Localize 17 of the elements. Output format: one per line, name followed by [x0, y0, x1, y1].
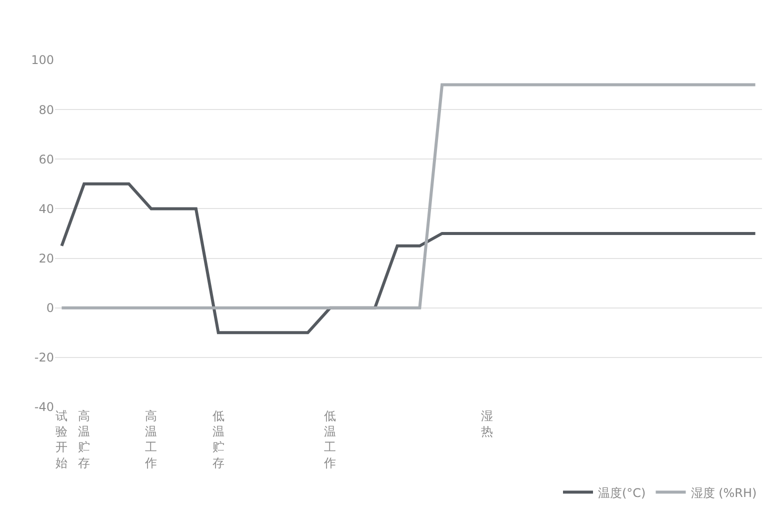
y-tick-label: -40 — [34, 400, 54, 414]
y-tick-label: -20 — [34, 350, 54, 365]
x-tick-label: 低温贮存 — [212, 409, 224, 470]
legend-label: 湿度 (%RH) — [690, 486, 757, 500]
y-tick-label: 0 — [46, 301, 54, 316]
line-series — [60, 182, 757, 334]
x-tick-label: 湿热 — [480, 409, 493, 439]
x-tick-label: 高温贮存 — [78, 409, 90, 470]
x-tick-label: 试验开始 — [56, 409, 68, 470]
x-tick-label: 低温工作 — [323, 409, 336, 470]
x-tick-label: 高温工作 — [144, 409, 158, 470]
y-tick-label: 60 — [38, 152, 54, 166]
y-tick-label: 100 — [31, 53, 54, 68]
y-tick-label: 20 — [38, 251, 54, 266]
legend-label: 温度(°C) — [598, 486, 646, 500]
y-tick-label: 40 — [38, 202, 54, 216]
y-tick-label: 80 — [38, 102, 54, 117]
